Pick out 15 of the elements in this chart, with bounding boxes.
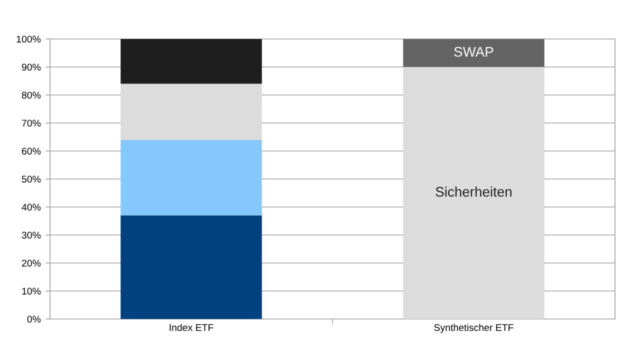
y-tick-label: 80% — [22, 92, 41, 99]
y-tick-label: 50% — [22, 176, 41, 183]
y-tick-label: 20% — [22, 260, 41, 267]
x-tick-label: Synthetischer ETF — [434, 324, 514, 333]
y-tick-label: 100% — [16, 36, 41, 43]
y-tick-label: 90% — [22, 64, 41, 71]
series-label: SWAP — [454, 46, 494, 57]
y-tick-label: 60% — [22, 148, 41, 155]
y-tick-label: 0% — [27, 316, 41, 323]
y-tick-label: 40% — [22, 204, 41, 211]
y-tick-label: 70% — [22, 120, 41, 127]
y-tick-label: 30% — [22, 232, 41, 239]
x-tick-label: Index ETF — [170, 324, 214, 331]
y-tick-label: 10% — [22, 288, 41, 295]
series-label: Sicherheiten — [436, 186, 512, 197]
